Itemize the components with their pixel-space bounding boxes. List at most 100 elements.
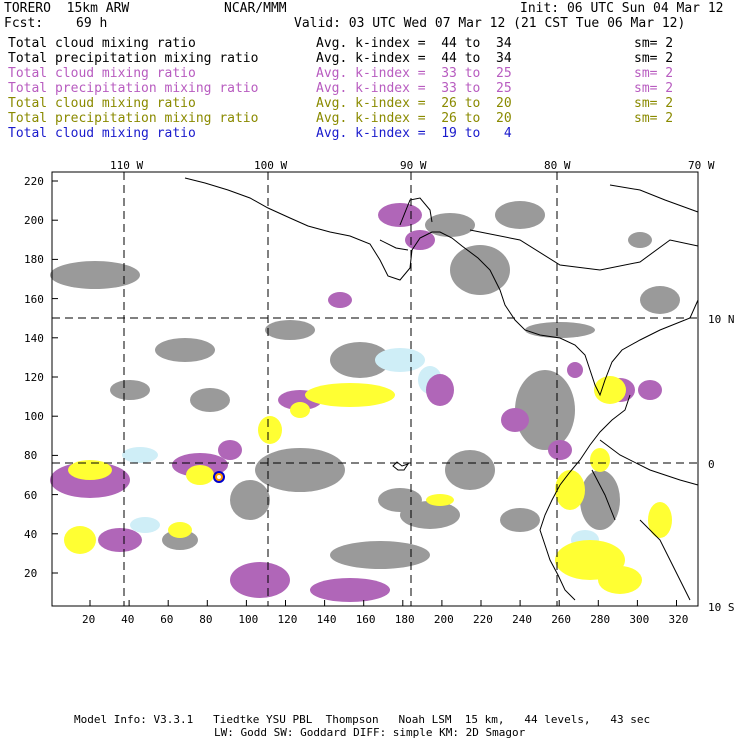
yellow-cloud-patch — [68, 460, 112, 480]
y-tick-label: 220 — [24, 175, 44, 188]
model-info: Model Info: V3.3.1 Tiedtke YSU PBL Thomp… — [74, 713, 651, 726]
legend-field-2: Total cloud mixing ratio — [8, 66, 196, 81]
lightblue-cloud-patch — [122, 447, 158, 463]
y-tick-label: 200 — [24, 214, 44, 228]
purple-cloud-patch — [501, 408, 529, 432]
gray-cloud-patch — [450, 245, 510, 295]
yellow-cloud-layer — [64, 376, 672, 594]
intense-cell-marker — [217, 475, 221, 479]
purple-cloud-patch — [405, 230, 435, 250]
purple-cloud-patch — [328, 292, 352, 308]
x-tick-label: 240 — [512, 613, 532, 626]
legend-sm-1: sm= 2 — [634, 51, 674, 66]
forecast-hour: 69 h — [76, 16, 108, 31]
legend-kindex-1: Avg. k-index = 44 to 34 — [316, 51, 512, 66]
gray-cloud-patch — [255, 448, 345, 492]
purple-cloud-patch — [378, 203, 422, 227]
gray-cloud-patch — [500, 508, 540, 532]
legend-field-5: Total precipitation mixing ratio — [8, 111, 259, 126]
gray-cloud-patch — [495, 201, 545, 229]
lon-label-110w: 110 W — [110, 159, 144, 172]
y-tick-label: 180 — [24, 253, 44, 267]
legend-field-0: Total cloud mixing ratio — [8, 36, 196, 51]
gray-cloud-patch — [330, 342, 390, 378]
y-tick-label: 100 — [24, 410, 44, 424]
legend-kindex-3: Avg. k-index = 33 to 25 — [316, 81, 512, 96]
legend-field-1: Total precipitation mixing ratio — [8, 51, 259, 66]
model-label: TORERO 15km ARW — [4, 1, 130, 16]
y-tick-label: 120 — [24, 371, 44, 384]
legend-field-4: Total cloud mixing ratio — [8, 96, 196, 111]
x-tick-label: 200 — [433, 613, 454, 626]
gray-cloud-patch — [230, 480, 270, 520]
y-tick-label: 80 — [24, 449, 38, 463]
lon-label-90w: 90 W — [400, 159, 427, 172]
gray-cloud-patch — [640, 286, 680, 314]
purple-cloud-patch — [98, 528, 142, 552]
legend-sm-5: sm= 2 — [634, 111, 674, 126]
legend-sm-4: sm= 2 — [634, 96, 674, 111]
yellow-cloud-patch — [648, 502, 672, 538]
legend-kindex-6: Avg. k-index = 19 to 4 — [316, 126, 512, 141]
y-tick-label: 140 — [24, 331, 44, 345]
legend-sm-3: sm= 2 — [634, 81, 674, 96]
purple-cloud-patch — [310, 578, 390, 602]
x-tick-label: 20 — [82, 613, 96, 626]
org-label: NCAR/MMM — [224, 1, 287, 16]
legend-kindex-4: Avg. k-index = 26 to 20 — [316, 96, 512, 111]
gray-cloud-patch — [425, 213, 475, 237]
gray-cloud-layer — [50, 201, 680, 569]
purple-cloud-patch — [548, 440, 572, 460]
x-tick-label: 280 — [590, 613, 611, 626]
axis-ticks — [52, 180, 677, 606]
gray-cloud-patch — [378, 488, 422, 512]
x-tick-label: 60 — [160, 613, 174, 626]
gray-cloud-patch — [330, 541, 430, 569]
legend-sm-0: sm= 2 — [634, 36, 674, 51]
x-tick-label: 300 — [629, 613, 650, 626]
x-tick-label: 160 — [355, 613, 376, 626]
gray-cloud-patch — [190, 388, 230, 412]
yellow-cloud-patch — [258, 416, 282, 444]
y-tick-label: 20 — [24, 567, 38, 580]
x-tick-label: 80 — [199, 613, 213, 626]
legend-field-6: Total cloud mixing ratio — [8, 126, 196, 141]
gray-cloud-patch — [515, 370, 575, 450]
coastlines — [184, 177, 699, 601]
gray-cloud-patch — [110, 380, 150, 400]
yellow-cloud-patch — [555, 470, 585, 510]
legend-kindex-0: Avg. k-index = 44 to 34 — [316, 36, 512, 51]
init-time: Init: 06 UTC Sun 04 Mar 12 — [520, 1, 724, 16]
yellow-cloud-patch — [426, 494, 454, 506]
yellow-cloud-patch — [590, 448, 610, 472]
latlon-grid — [52, 172, 698, 606]
yellow-cloud-patch — [168, 522, 192, 538]
y-tick-label: 60 — [24, 488, 38, 502]
x-tick-label: 260 — [551, 613, 572, 626]
x-tick-label: 40 — [121, 613, 135, 626]
lightblue-cloud-patch — [375, 348, 425, 372]
yellow-cloud-patch — [598, 566, 642, 594]
lon-label-100w: 100 W — [254, 159, 288, 172]
lat-label-10s: 10 S — [708, 601, 735, 614]
gray-cloud-patch — [155, 338, 215, 362]
lat-label-0: 0 — [708, 458, 715, 471]
gray-cloud-patch — [265, 320, 315, 340]
legend-sm-2: sm= 2 — [634, 66, 674, 81]
x-tick-label: 180 — [394, 613, 415, 626]
purple-cloud-patch — [567, 362, 583, 378]
lightblue-cloud-patch — [130, 517, 160, 533]
yellow-cloud-patch — [594, 376, 626, 404]
legend-field-3: Total precipitation mixing ratio — [8, 81, 259, 96]
purple-cloud-patch — [218, 440, 242, 460]
map-frame — [51, 171, 699, 607]
valid-time: Valid: 03 UTC Wed 07 Mar 12 (21 CST Tue … — [294, 16, 686, 31]
gray-cloud-patch — [525, 322, 595, 338]
gray-cloud-patch — [445, 450, 495, 490]
x-tick-label: 120 — [277, 613, 298, 626]
lon-label-70w: 70 W — [688, 159, 715, 172]
lon-label-80w: 80 W — [544, 159, 571, 172]
purple-cloud-patch — [426, 374, 454, 406]
x-tick-label: 140 — [316, 613, 337, 626]
y-tick-label: 40 — [24, 527, 38, 541]
